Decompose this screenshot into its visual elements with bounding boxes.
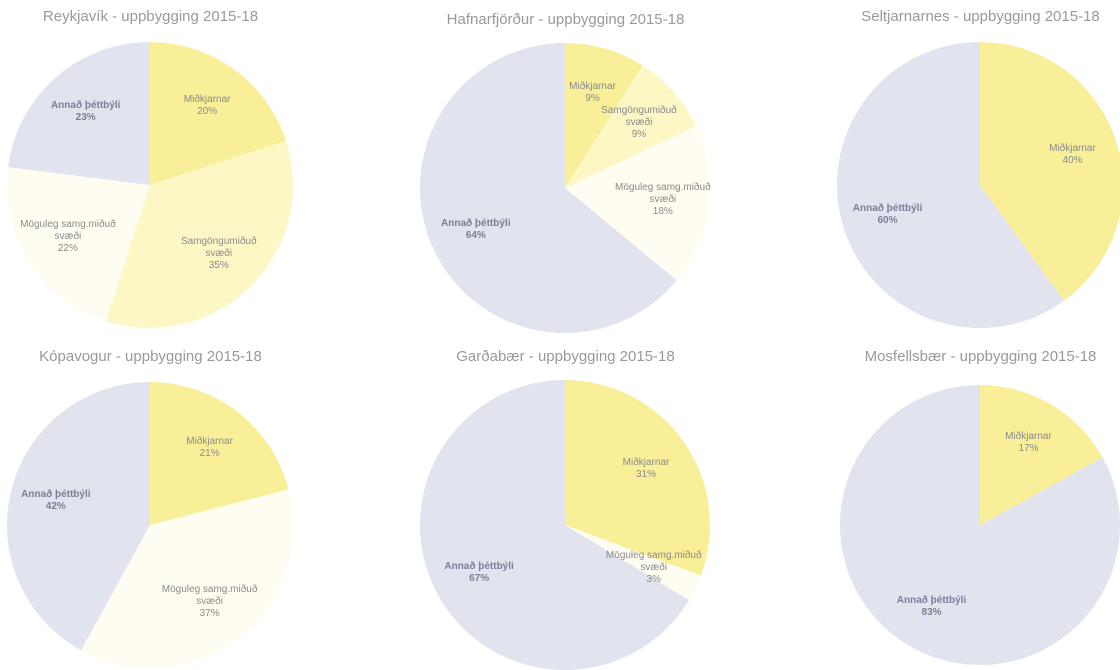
pie-slice bbox=[565, 43, 643, 188]
slice-category: Samgöngumiðuð svæði bbox=[180, 235, 257, 259]
slice-value: 18% bbox=[652, 206, 673, 218]
pie-slice bbox=[419, 379, 690, 670]
slice-category: Annað þéttbýli bbox=[896, 594, 967, 606]
slice-category: Annað þéttbýli bbox=[441, 217, 511, 229]
pie-slice bbox=[7, 167, 151, 322]
pie-slice bbox=[980, 385, 1103, 525]
slice-label: Miðkjarnar 21% bbox=[160, 436, 260, 460]
slice-label: Annað þéttbýli 42% bbox=[6, 489, 106, 513]
slice-label: Miðkjarnar 17% bbox=[978, 431, 1078, 455]
pie-slice bbox=[839, 385, 1120, 665]
slice-value: 9% bbox=[631, 128, 647, 140]
slice-value: 67% bbox=[469, 573, 490, 585]
slice-value: 20% bbox=[197, 106, 218, 118]
pie-slice bbox=[150, 42, 287, 185]
slice-value: 23% bbox=[75, 112, 96, 124]
slice-category: Annað þéttbýli bbox=[444, 561, 514, 573]
slice-category: Möguleg samg.miðuð svæði bbox=[615, 182, 711, 206]
slice-category: Annað þéttbýli bbox=[21, 488, 91, 500]
slice-value: 21% bbox=[199, 448, 220, 460]
pie-slice bbox=[565, 525, 701, 601]
slice-category: Annað þéttbýli bbox=[852, 203, 923, 215]
slice-label: Samgöngumiðuð svæði 35% bbox=[169, 236, 269, 272]
slice-category: Möguleg samg.miðuð svæði bbox=[161, 583, 258, 607]
slice-category: Samgöngumiðuð svæði bbox=[601, 104, 677, 128]
slice-category: Möguleg samg.miðuð svæði bbox=[605, 549, 702, 573]
pie-slice bbox=[420, 43, 677, 333]
slice-value: 83% bbox=[921, 606, 942, 618]
pie-slice bbox=[837, 42, 1065, 329]
slice-label: Annað þéttbýli 67% bbox=[429, 561, 529, 585]
pie-slice bbox=[150, 382, 289, 525]
pie-slice bbox=[105, 140, 293, 328]
slice-value: 60% bbox=[877, 215, 898, 227]
chart-title: Mosfellsbær - uppbygging 2015-18 bbox=[864, 348, 1097, 365]
slice-label: Möguleg samg.miðuð svæði 22% bbox=[18, 219, 118, 255]
slice-category: Miðkjarnar bbox=[1049, 142, 1096, 154]
chart-title: Garðabær - uppbygging 2015-18 bbox=[456, 348, 675, 365]
slice-value: 42% bbox=[45, 500, 66, 512]
slice-value: 17% bbox=[1018, 443, 1039, 455]
slice-value: 37% bbox=[199, 607, 220, 619]
pie-slice bbox=[565, 380, 710, 576]
chart-title: Hafnarfjörður - uppbygging 2015-18 bbox=[446, 11, 685, 28]
slice-label: Annað þéttbýli 64% bbox=[426, 218, 526, 242]
pie-slice bbox=[7, 382, 151, 651]
slice-label: Annað þéttbýli 60% bbox=[838, 203, 938, 227]
slice-category: Annað þéttbýli bbox=[50, 100, 121, 112]
slice-value: 9% bbox=[585, 93, 600, 105]
slice-category: Miðkjarnar bbox=[622, 456, 670, 468]
chart-title: Seltjarnarnes - uppbygging 2015-18 bbox=[861, 8, 1100, 25]
slice-category: Miðkjarnar bbox=[186, 436, 233, 448]
slice-value: 35% bbox=[208, 259, 229, 271]
slice-label: Möguleg samg.miðuð svæði 18% bbox=[613, 182, 713, 218]
pie-slice bbox=[980, 42, 1120, 301]
slice-label: Miðkjarnar 9% bbox=[543, 81, 643, 105]
slice-category: Miðkjarnar bbox=[183, 94, 231, 106]
slice-label: Möguleg samg.miðuð svæði 37% bbox=[160, 584, 260, 620]
slice-label: Miðkjarnar 20% bbox=[157, 94, 257, 118]
slice-label: Möguleg samg.miðuð svæði 3% bbox=[604, 550, 704, 586]
slice-category: Miðkjarnar bbox=[569, 81, 616, 93]
pie-slice bbox=[565, 65, 697, 188]
slice-category: Möguleg samg.miðuð svæði bbox=[20, 219, 116, 243]
slice-category: Miðkjarnar bbox=[1005, 431, 1052, 443]
slice-label: Samgöngumiðuð svæði 9% bbox=[589, 105, 689, 141]
slice-label: Miðkjarnar 31% bbox=[596, 457, 696, 481]
pie-slice bbox=[8, 42, 151, 185]
slice-value: 31% bbox=[635, 468, 656, 480]
chart-title: Kópavogur - uppbygging 2015-18 bbox=[39, 348, 262, 365]
slice-value: 22% bbox=[57, 243, 78, 255]
slice-label: Annað þéttbýli 83% bbox=[882, 595, 982, 619]
pie-slice bbox=[565, 126, 710, 281]
pie-slice bbox=[81, 489, 293, 668]
chart-title: Reykjavík - uppbygging 2015-18 bbox=[42, 8, 259, 25]
slice-label: Miðkjarnar 40% bbox=[1022, 143, 1120, 167]
slice-value: 40% bbox=[1062, 154, 1083, 166]
slice-value: 64% bbox=[465, 229, 486, 241]
slice-label: Annað þéttbýli 23% bbox=[36, 100, 136, 124]
slice-value: 3% bbox=[646, 573, 661, 585]
